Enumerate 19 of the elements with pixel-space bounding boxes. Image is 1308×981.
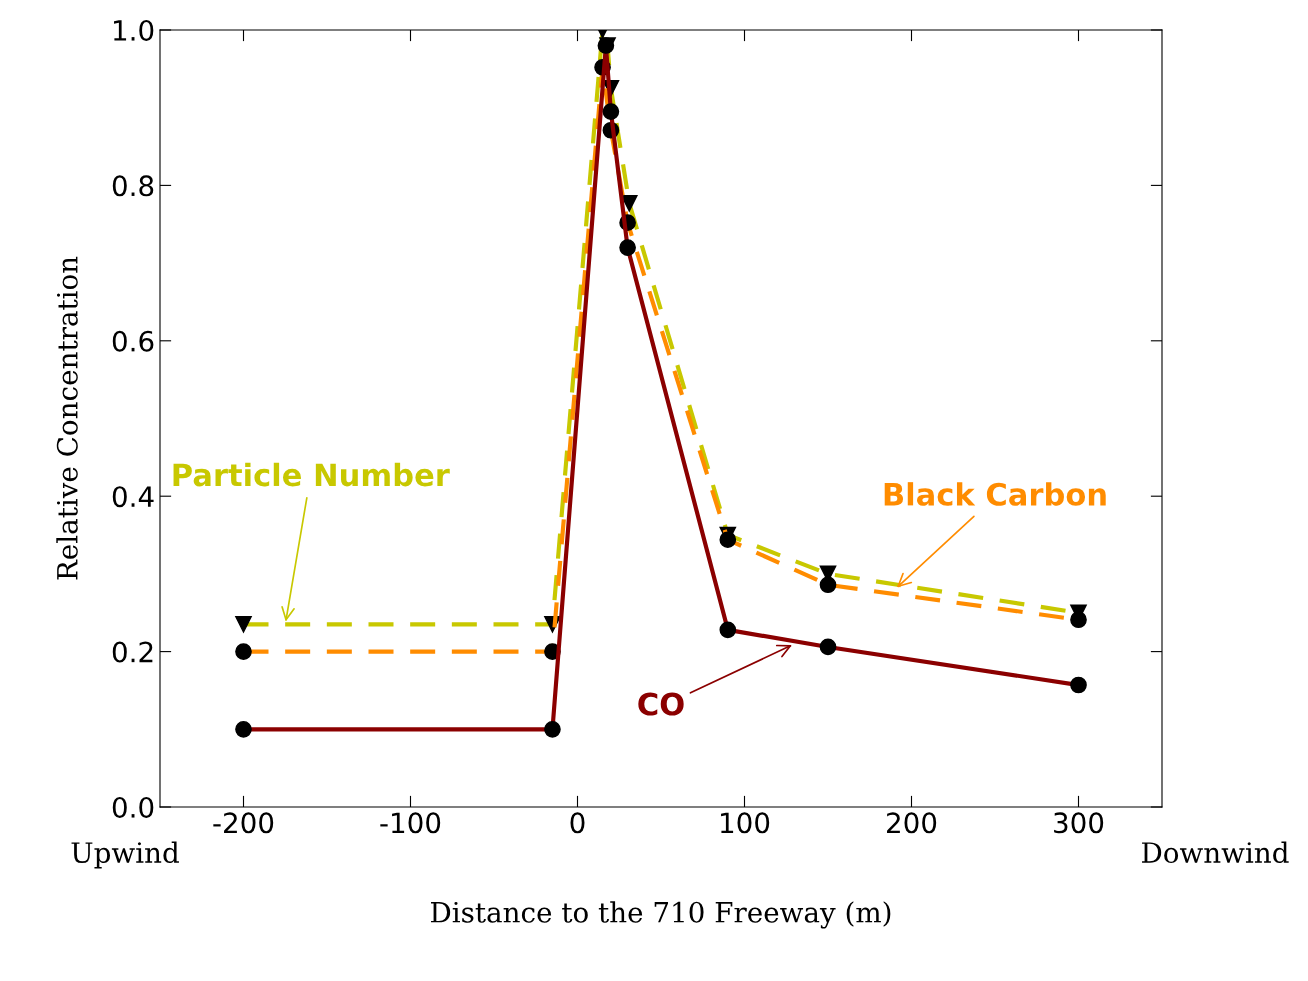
x-tick-label: 100: [721, 812, 770, 834]
y-tick-label: 1.0: [114, 19, 154, 41]
text: Upwind: [71, 841, 179, 869]
y-tick-label: 0.6: [112, 330, 154, 352]
y-tick-label: 0.4: [112, 486, 154, 508]
y-tick-label: 0.8: [112, 175, 154, 197]
x-tick-label: 0: [570, 812, 585, 834]
annotation: Black Carbon: [884, 482, 1106, 506]
annotation: CO: [638, 692, 684, 716]
y-axis-title: Relative Concentration: [56, 256, 78, 580]
annotation: Particle Number: [173, 462, 450, 487]
x-tick-label: -100: [380, 812, 441, 834]
x-axis-title: Distance to the 710 Freeway (m): [431, 901, 891, 929]
x-tick-label: 200: [887, 812, 937, 834]
y-tick-label: 0.2: [112, 641, 153, 663]
x-tick-label: 300: [1054, 812, 1104, 834]
y-tick-label: 0.0: [112, 796, 154, 818]
x-tick-label: -200: [213, 812, 274, 834]
text: Downwind: [1142, 841, 1289, 864]
